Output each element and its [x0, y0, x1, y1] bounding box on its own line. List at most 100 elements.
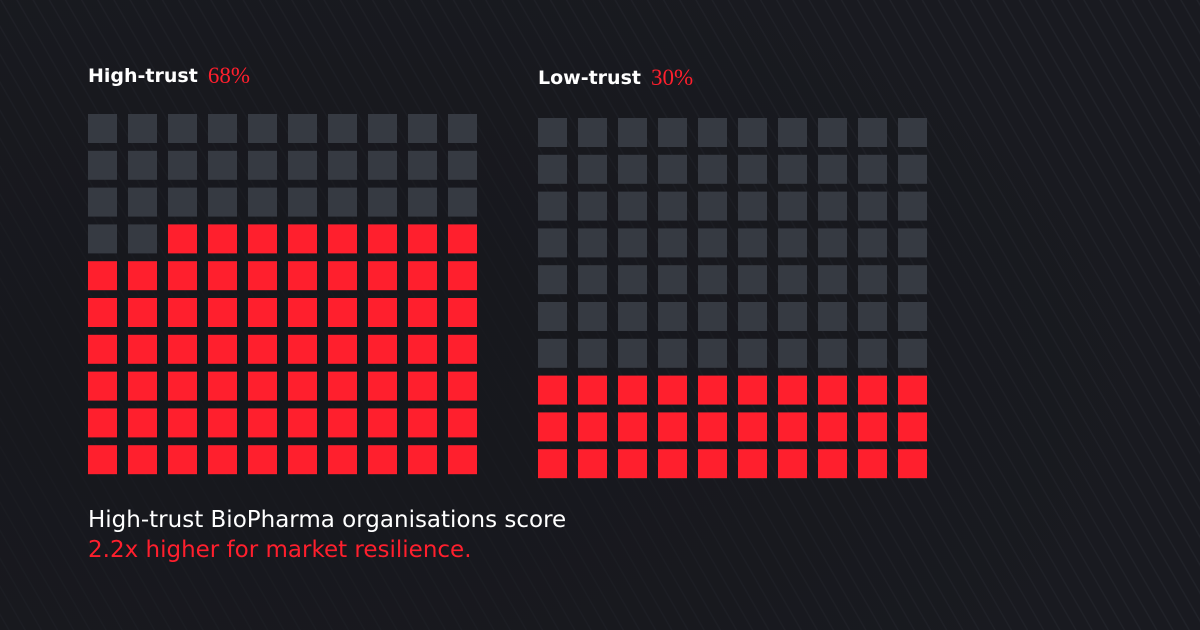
filled-cell: [858, 449, 887, 479]
empty-cell: [168, 150, 197, 180]
empty-cell: [618, 154, 647, 184]
filled-cell: [408, 408, 437, 438]
filled-cell: [818, 412, 847, 442]
empty-cell: [778, 118, 807, 147]
empty-cell: [248, 114, 277, 143]
chart-title: Low-trust: [538, 67, 641, 89]
empty-cell: [778, 154, 807, 184]
empty-cell: [658, 154, 687, 184]
empty-cell: [858, 118, 887, 147]
filled-cell: [248, 445, 277, 475]
filled-cell: [408, 224, 437, 254]
empty-cell: [898, 228, 927, 258]
filled-cell: [448, 224, 477, 254]
empty-cell: [578, 338, 607, 368]
empty-cell: [578, 265, 607, 295]
filled-cell: [578, 412, 607, 442]
filled-cell: [248, 408, 277, 438]
empty-cell: [818, 302, 847, 331]
empty-cell: [738, 191, 767, 221]
value-label: 68%: [208, 63, 250, 88]
filled-cell: [168, 445, 197, 475]
filled-cell: [778, 375, 807, 405]
filled-cell: [778, 412, 807, 442]
empty-cell: [88, 114, 117, 143]
filled-cell: [408, 261, 437, 291]
empty-cell: [858, 228, 887, 258]
empty-cell: [898, 154, 927, 184]
empty-cell: [538, 118, 567, 147]
empty-cell: [858, 154, 887, 184]
filled-cell: [408, 298, 437, 327]
filled-cell: [168, 224, 197, 254]
filled-cell: [368, 334, 397, 364]
empty-cell: [778, 191, 807, 221]
filled-cell: [368, 224, 397, 254]
empty-cell: [128, 150, 157, 180]
filled-cell: [578, 375, 607, 405]
empty-cell: [618, 118, 647, 147]
empty-cell: [448, 114, 477, 143]
empty-cell: [738, 228, 767, 258]
filled-cell: [88, 261, 117, 291]
filled-cell: [898, 449, 927, 479]
empty-cell: [858, 302, 887, 331]
filled-cell: [288, 445, 317, 475]
filled-cell: [208, 445, 237, 475]
filled-cell: [618, 449, 647, 479]
filled-cell: [818, 375, 847, 405]
filled-cell: [288, 298, 317, 327]
empty-cell: [698, 302, 727, 331]
filled-cell: [408, 445, 437, 475]
empty-cell: [698, 154, 727, 184]
empty-cell: [578, 154, 607, 184]
filled-cell: [168, 298, 197, 327]
filled-cell: [328, 261, 357, 291]
empty-cell: [578, 118, 607, 147]
empty-cell: [288, 150, 317, 180]
filled-cell: [538, 375, 567, 405]
filled-cell: [208, 408, 237, 438]
empty-cell: [858, 338, 887, 368]
filled-cell: [248, 371, 277, 401]
empty-cell: [698, 191, 727, 221]
empty-cell: [858, 191, 887, 221]
caption-line: High-trust BioPharma organisations score: [88, 507, 566, 533]
filled-cell: [448, 261, 477, 291]
empty-cell: [408, 150, 437, 180]
filled-cell: [168, 261, 197, 291]
filled-cell: [618, 375, 647, 405]
filled-cell: [168, 371, 197, 401]
filled-cell: [288, 224, 317, 254]
empty-cell: [618, 265, 647, 295]
filled-cell: [698, 375, 727, 405]
filled-cell: [208, 261, 237, 291]
empty-cell: [88, 150, 117, 180]
filled-cell: [538, 412, 567, 442]
empty-cell: [738, 265, 767, 295]
filled-cell: [898, 375, 927, 405]
empty-cell: [328, 187, 357, 217]
empty-cell: [168, 114, 197, 143]
filled-cell: [248, 224, 277, 254]
filled-cell: [88, 445, 117, 475]
filled-cell: [168, 408, 197, 438]
empty-cell: [738, 302, 767, 331]
filled-cell: [778, 449, 807, 479]
empty-cell: [88, 187, 117, 217]
empty-cell: [698, 118, 727, 147]
empty-cell: [538, 338, 567, 368]
filled-cell: [658, 449, 687, 479]
empty-cell: [618, 302, 647, 331]
filled-cell: [128, 298, 157, 327]
filled-cell: [448, 408, 477, 438]
filled-cell: [208, 371, 237, 401]
chart-title: High-trust: [88, 65, 198, 87]
filled-cell: [858, 375, 887, 405]
filled-cell: [368, 261, 397, 291]
filled-cell: [368, 408, 397, 438]
empty-cell: [818, 338, 847, 368]
filled-cell: [658, 412, 687, 442]
filled-cell: [208, 298, 237, 327]
